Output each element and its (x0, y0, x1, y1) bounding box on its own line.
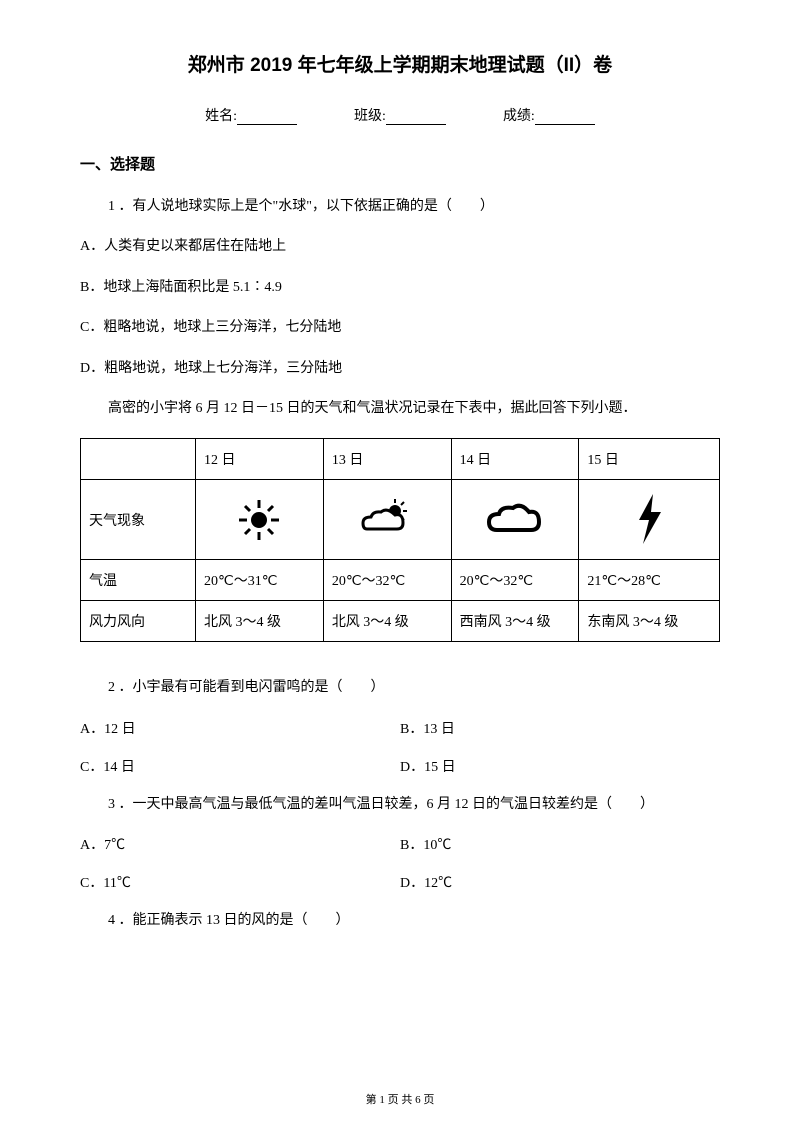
th-12: 12 日 (196, 439, 324, 480)
q2-option-c: C．14 日 (80, 756, 400, 776)
question-4: 4 ．能正确表示 13 日的风的是（ ） (80, 910, 720, 932)
weather-12 (196, 480, 324, 560)
q3-options: A．7℃ B．10℃ C．11℃ D．12℃ (80, 834, 720, 910)
wind-label: 风力风向 (81, 601, 196, 642)
th-blank (81, 439, 196, 480)
q2-option-b: B．13 日 (400, 718, 720, 738)
table-intro: 高密的小宇将 6 月 12 日－15 日的天气和气温状况记录在下表中，据此回答下… (80, 398, 720, 420)
q2-option-a: A．12 日 (80, 718, 400, 738)
q1-option-d: D．粗略地说，地球上七分海洋，三分陆地 (80, 358, 720, 380)
partly-cloudy-icon (332, 497, 443, 542)
q3-option-c: C．11℃ (80, 872, 400, 892)
temp-13: 20℃～32℃ (323, 560, 451, 601)
wind-15: 东南风 3～4 级 (579, 601, 720, 642)
q1-option-b: B．地球上海陆面积比是 5.1∶4.9 (80, 277, 720, 299)
question-2: 2 ．小宇最有可能看到电闪雷鸣的是（ ） (80, 677, 720, 699)
name-blank (237, 111, 297, 125)
score-label: 成绩: (503, 109, 535, 124)
question-1: 1 ．有人说地球实际上是个"水球"，以下依据正确的是（ ） (80, 196, 720, 218)
name-label: 姓名: (205, 109, 237, 124)
q1-option-c: C．粗略地说，地球上三分海洋，七分陆地 (80, 317, 720, 339)
question-3: 3 ．一天中最高气温与最低气温的差叫气温日较差，6 月 12 日的气温日较差约是… (80, 794, 720, 816)
th-13: 13 日 (323, 439, 451, 480)
page-footer: 第 1 页 共 6 页 (0, 1091, 800, 1107)
lightning-icon (587, 492, 711, 547)
weather-13 (323, 480, 451, 560)
temp-label: 气温 (81, 560, 196, 601)
weather-15 (579, 480, 720, 560)
class-label: 班级: (354, 109, 386, 124)
wind-14: 西南风 3～4 级 (451, 601, 579, 642)
class-blank (386, 111, 446, 125)
weather-label: 天气现象 (81, 480, 196, 560)
table-row-weather: 天气现象 (81, 480, 720, 560)
weather-14 (451, 480, 579, 560)
q3-option-a: A．7℃ (80, 834, 400, 854)
q3-option-b: B．10℃ (400, 834, 720, 854)
th-15: 15 日 (579, 439, 720, 480)
wind-12: 北风 3～4 级 (196, 601, 324, 642)
q2-options: A．12 日 B．13 日 C．14 日 D．15 日 (80, 718, 720, 794)
sunny-icon (204, 495, 315, 545)
score-blank (535, 111, 595, 125)
table-row-temp: 气温 20℃～31℃ 20℃～32℃ 20℃～32℃ 21℃～28℃ (81, 560, 720, 601)
section-header: 一、选择题 (80, 153, 720, 174)
q3-option-d: D．12℃ (400, 872, 720, 892)
page-title: 郑州市 2019 年七年级上学期期末地理试题（II）卷 (80, 50, 720, 77)
weather-table: 12 日 13 日 14 日 15 日 天气现象 (80, 438, 720, 642)
q1-option-a: A．人类有史以来都居住在陆地上 (80, 236, 720, 258)
wind-13: 北风 3～4 级 (323, 601, 451, 642)
temp-14: 20℃～32℃ (451, 560, 579, 601)
student-info-line: 姓名: 班级: 成绩: (80, 105, 720, 125)
table-row-wind: 风力风向 北风 3～4 级 北风 3～4 级 西南风 3～4 级 东南风 3～4… (81, 601, 720, 642)
temp-12: 20℃～31℃ (196, 560, 324, 601)
q2-option-d: D．15 日 (400, 756, 720, 776)
table-row-header: 12 日 13 日 14 日 15 日 (81, 439, 720, 480)
cloudy-icon (460, 500, 571, 540)
temp-15: 21℃～28℃ (579, 560, 720, 601)
th-14: 14 日 (451, 439, 579, 480)
